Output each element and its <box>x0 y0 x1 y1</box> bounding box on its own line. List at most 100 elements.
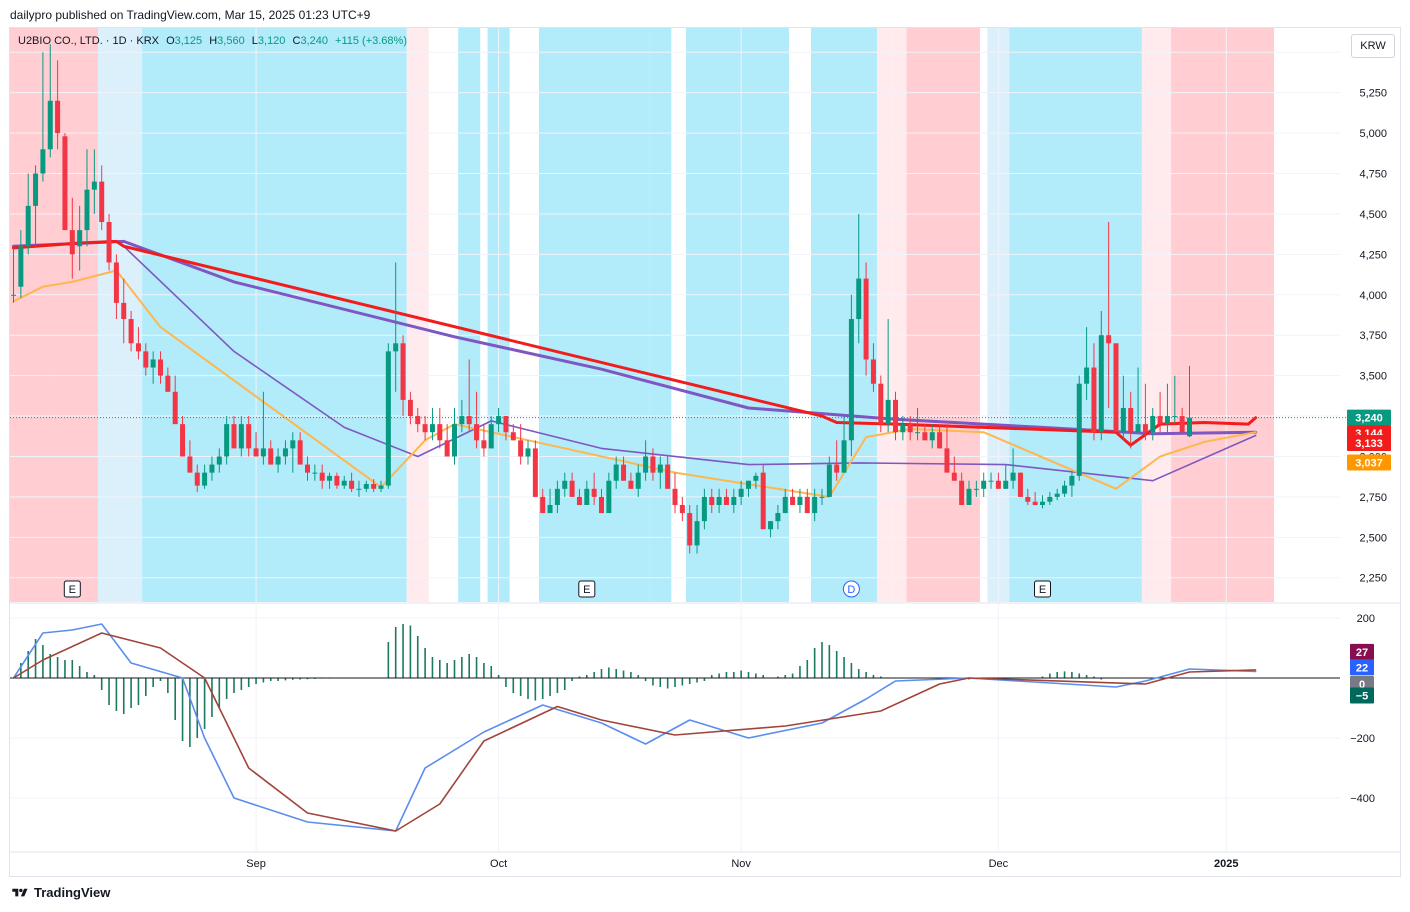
candle <box>878 375 884 433</box>
candle-body <box>1157 416 1163 425</box>
candle-body <box>1062 485 1068 494</box>
macd-histogram-bar <box>1063 671 1066 678</box>
currency-button[interactable]: KRW <box>1351 34 1395 58</box>
macd-tag-box <box>1350 659 1374 676</box>
macd-histogram-bar <box>218 678 221 708</box>
macd-histogram-bar <box>56 657 59 678</box>
candle-body <box>768 521 774 530</box>
candle-body <box>834 464 840 473</box>
event-marker-label: E <box>69 584 76 596</box>
macd-histogram-bar <box>115 678 118 711</box>
candle <box>826 456 832 497</box>
candle-body <box>540 496 546 514</box>
candle <box>532 440 538 497</box>
candle-body <box>1076 383 1082 476</box>
candle <box>47 44 53 158</box>
candle <box>863 262 869 376</box>
macd-axis-tick-label: −200 <box>1350 733 1375 745</box>
macd-histogram <box>12 624 1103 747</box>
candle-body <box>606 480 612 514</box>
candle-body <box>731 496 737 505</box>
macd-histogram-bar <box>571 678 573 681</box>
candle <box>106 213 112 271</box>
macd-tag-label: 0 <box>1359 679 1365 691</box>
event-marker[interactable]: D <box>842 580 860 598</box>
macd-histogram-bar <box>497 675 500 678</box>
candle <box>1157 391 1163 433</box>
footer-brand[interactable]: TradingView <box>10 885 110 900</box>
candle <box>591 472 597 505</box>
candle-body <box>599 496 604 514</box>
candle-body <box>290 440 296 449</box>
macd-histogram-bar <box>791 673 794 678</box>
high-value: 3,560 <box>217 35 245 47</box>
macd-histogram-bar <box>541 678 544 699</box>
candle-body <box>665 464 671 489</box>
event-marker[interactable]: E <box>63 580 81 598</box>
candle-body <box>1128 407 1134 433</box>
candle <box>1032 492 1038 505</box>
background-zone <box>906 28 981 602</box>
candle-body <box>319 472 325 481</box>
close-label: C <box>292 35 301 47</box>
candle-body <box>113 262 119 303</box>
candle-body <box>1032 501 1038 505</box>
candle <box>959 472 965 505</box>
macd-histogram-bar <box>835 651 838 678</box>
candle <box>915 407 921 441</box>
candle-body <box>995 480 1001 489</box>
candle-body <box>260 448 266 457</box>
candle-body <box>1135 424 1141 433</box>
macd-histogram-bar <box>1041 676 1044 678</box>
candle <box>172 375 178 425</box>
macd-axis-tick-label: −400 <box>1350 793 1375 805</box>
chart-frame[interactable] <box>9 27 1401 877</box>
price-tag-box <box>1347 454 1391 471</box>
macd-histogram-bar <box>857 669 860 678</box>
symbol-legend[interactable]: U2BIO CO., LTD. · 1D · KRX O3,125 H3,560… <box>18 35 407 47</box>
candle-body <box>297 440 303 465</box>
candle-body <box>1106 335 1112 344</box>
candle-body <box>69 230 75 255</box>
macd-histogram-bar <box>431 657 434 678</box>
macd-histogram-bar <box>644 678 647 681</box>
background-zone <box>686 28 789 602</box>
macd-histogram-bar <box>593 672 595 678</box>
candle <box>790 488 796 505</box>
price-axis-tick-label: 3,750 <box>1359 330 1387 342</box>
candle <box>246 416 252 457</box>
candle <box>385 343 391 489</box>
candle-body <box>738 488 744 497</box>
candle <box>885 319 891 433</box>
price-axis: 2,2502,5002,7503,0003,2503,5003,7504,000… <box>1347 47 1391 585</box>
candle <box>1091 343 1097 441</box>
candle <box>378 480 384 493</box>
event-marker[interactable]: E <box>1034 580 1051 598</box>
candle-body <box>518 440 524 457</box>
candle-body <box>488 424 494 449</box>
candle-body <box>415 416 421 425</box>
candle-body <box>584 488 590 505</box>
open-value: 3,125 <box>174 35 203 47</box>
event-marker[interactable]: E <box>578 580 596 598</box>
macd-histogram-bar <box>512 678 515 693</box>
candle <box>775 504 781 530</box>
macd-tag-label: 22 <box>1356 662 1368 674</box>
candle <box>1076 375 1082 481</box>
candle-body <box>172 391 178 425</box>
candle-body <box>1091 367 1097 433</box>
background-zone <box>877 28 892 602</box>
candle <box>665 456 671 489</box>
candle <box>657 456 663 489</box>
background-zone <box>458 28 481 602</box>
candle <box>349 472 355 493</box>
macd-histogram-bar <box>34 639 37 678</box>
signal-line <box>12 632 1257 832</box>
symbol-name[interactable]: U2BIO CO., LTD. · 1D · KRX <box>18 35 159 47</box>
candle <box>907 416 913 441</box>
candle <box>922 424 928 441</box>
candle <box>518 424 524 465</box>
macd-histogram-bar <box>527 678 529 699</box>
candle-body <box>275 456 281 465</box>
